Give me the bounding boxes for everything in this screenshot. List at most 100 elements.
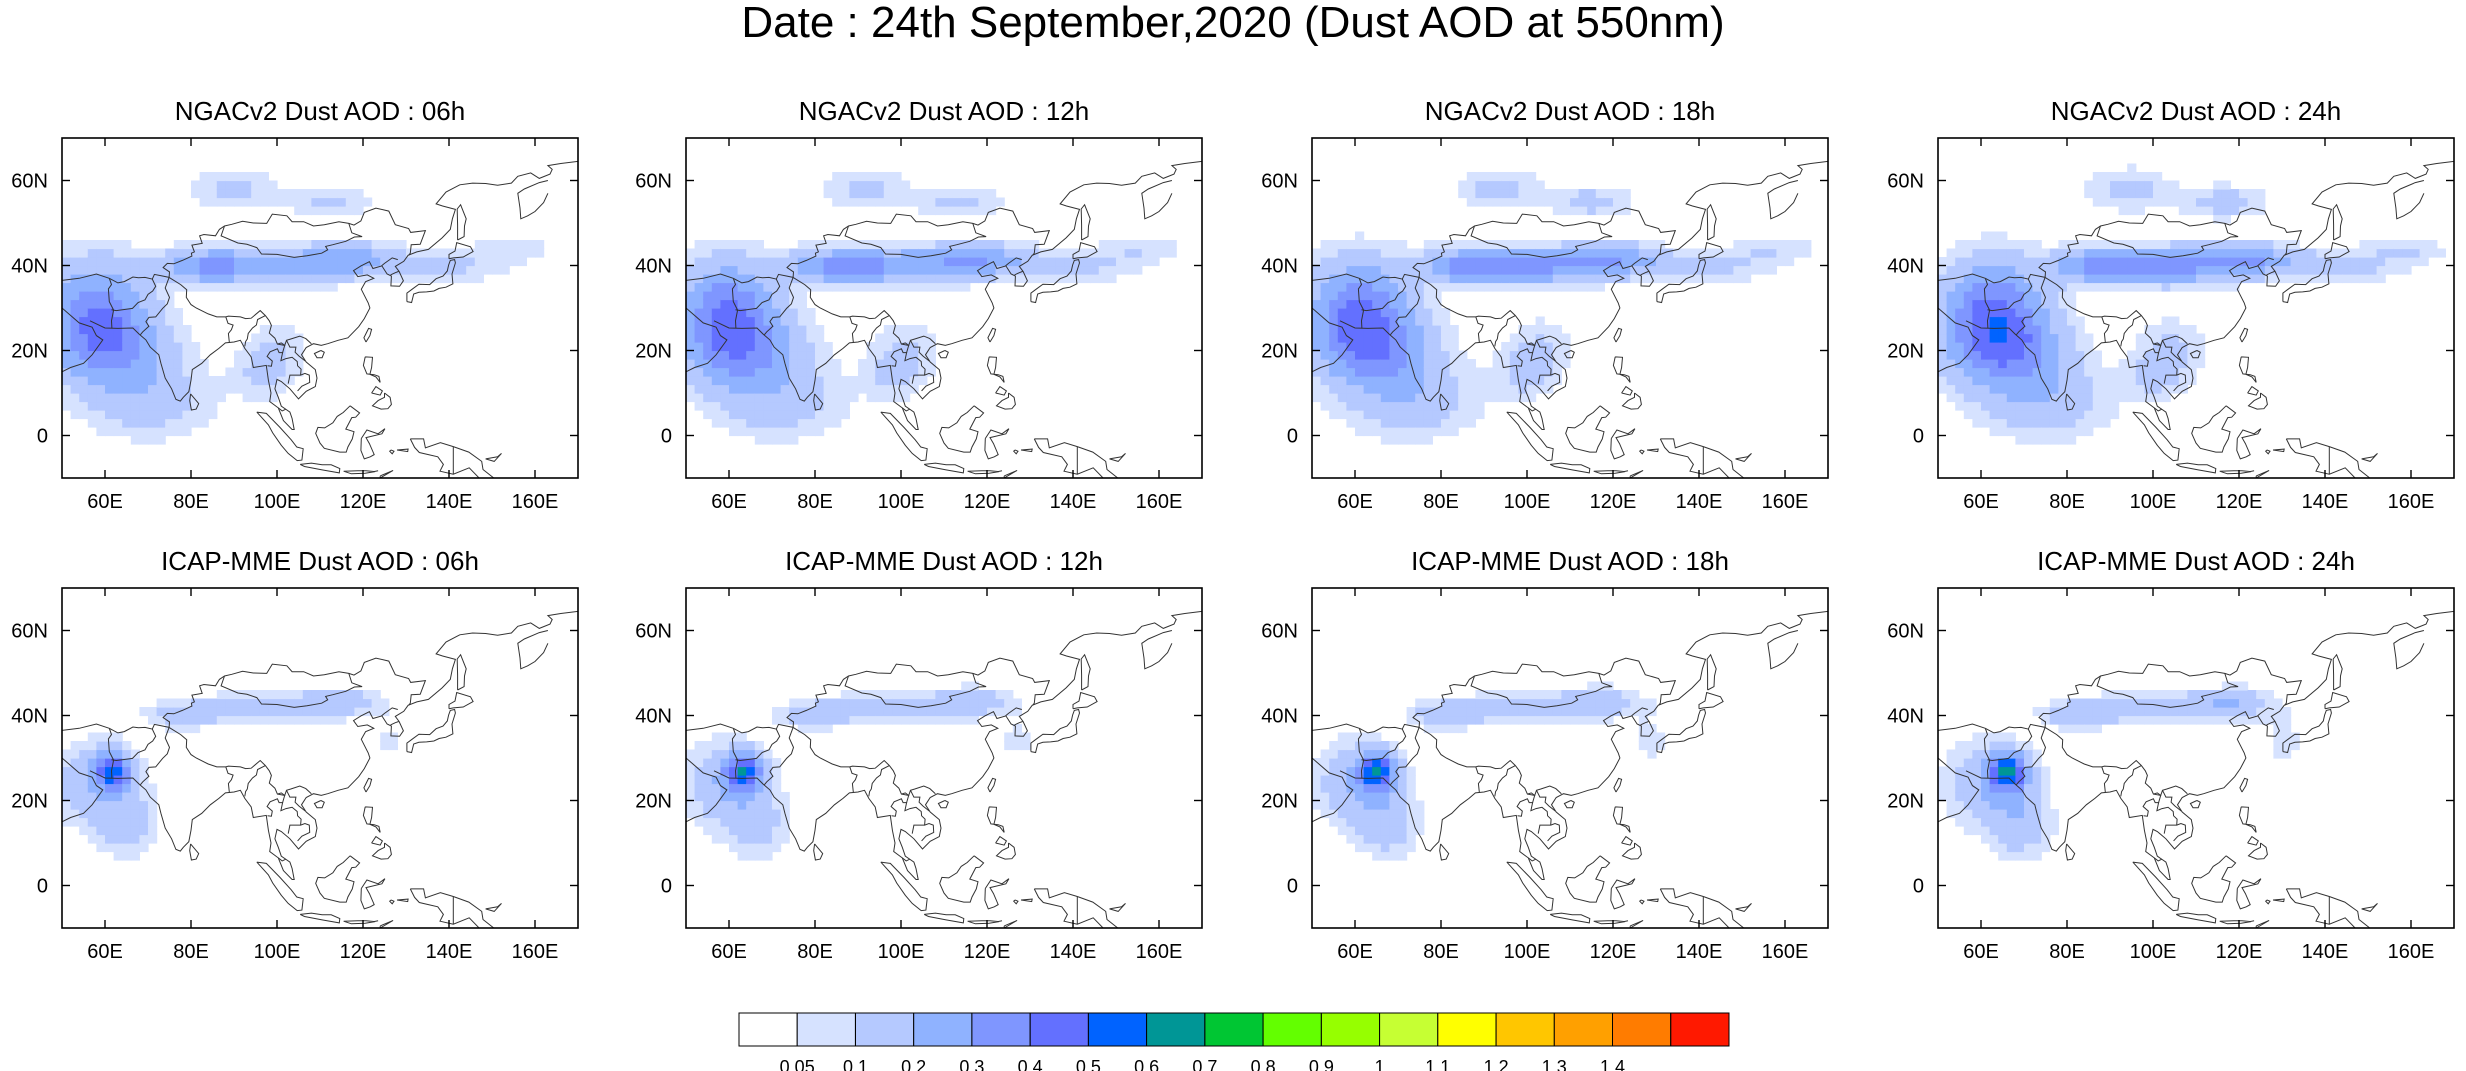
- aod-cell: [285, 367, 295, 377]
- aod-cell: [823, 180, 833, 190]
- aod-cell: [1389, 248, 1399, 258]
- aod-cell: [1492, 197, 1502, 207]
- aod-cell: [2411, 240, 2421, 250]
- aod-cell: [302, 690, 312, 700]
- aod-cell: [2024, 401, 2034, 411]
- aod-cell: [1124, 265, 1134, 275]
- aod-cell: [2127, 359, 2137, 369]
- aod-cell: [242, 384, 252, 394]
- aod-cell: [259, 342, 269, 352]
- aod-cell: [380, 707, 390, 717]
- aod-cell: [2015, 826, 2025, 836]
- aod-cell: [1449, 707, 1459, 717]
- coastline-path: [2264, 449, 2271, 455]
- aod-cell: [285, 350, 295, 360]
- aod-cell: [173, 384, 183, 394]
- aod-cell: [823, 715, 833, 725]
- aod-cell: [388, 265, 398, 275]
- aod-cell: [302, 189, 312, 199]
- coastline-path: [362, 356, 381, 383]
- aod-cell: [1552, 350, 1562, 360]
- coastline-path: [1985, 207, 2303, 284]
- aod-cell: [79, 800, 89, 810]
- aod-cell: [182, 418, 192, 428]
- aod-cell: [242, 367, 252, 377]
- aod-cell: [2170, 342, 2180, 352]
- aod-cell: [2015, 800, 2025, 810]
- aod-cell: [746, 359, 756, 369]
- aod-cell: [2024, 248, 2034, 258]
- aod-cell: [1621, 274, 1631, 284]
- aod-cell: [1595, 698, 1605, 708]
- aod-cell: [2084, 427, 2094, 437]
- aod-cell: [2127, 698, 2137, 708]
- aod-cell: [1466, 257, 1476, 267]
- aod-cell: [216, 274, 226, 284]
- aod-cell: [1681, 265, 1691, 275]
- aod-cell: [2118, 265, 2128, 275]
- aod-cell: [1587, 248, 1597, 258]
- aod-cell: [892, 282, 902, 292]
- aod-cell: [1389, 367, 1399, 377]
- aod-cell: [277, 359, 287, 369]
- aod-cell: [1509, 393, 1519, 403]
- aod-cell: [285, 282, 295, 292]
- aod-cell: [789, 265, 799, 275]
- aod-cell: [2041, 257, 2051, 267]
- aod-cell: [2006, 749, 2016, 759]
- aod-cell: [1998, 359, 2008, 369]
- aod-cell: [772, 707, 782, 717]
- aod-cell: [754, 775, 764, 785]
- aod-cell: [1998, 367, 2008, 377]
- aod-cell: [1346, 758, 1356, 768]
- aod-cell: [251, 367, 261, 377]
- aod-cell: [1320, 792, 1330, 802]
- aod-cell: [1312, 384, 1322, 394]
- aod-cell: [122, 843, 132, 853]
- aod-cell: [2024, 299, 2034, 309]
- aod-cell: [2135, 384, 2145, 394]
- aod-cell: [105, 766, 115, 776]
- aod-cell: [2015, 248, 2025, 258]
- aod-cell: [969, 257, 979, 267]
- aod-cell: [130, 817, 140, 827]
- aod-cell: [892, 359, 902, 369]
- aod-cell: [1981, 410, 1991, 420]
- aod-cell: [866, 393, 876, 403]
- aod-cell: [2015, 359, 2025, 369]
- aod-cell: [2411, 248, 2421, 258]
- aod-cell: [2170, 197, 2180, 207]
- aod-cell: [2015, 741, 2025, 751]
- aod-cell: [156, 367, 166, 377]
- aod-cell: [320, 265, 330, 275]
- aod-cell: [1544, 325, 1554, 335]
- aod-cell: [1320, 376, 1330, 386]
- aod-cell: [909, 342, 919, 352]
- aod-cell: [1398, 265, 1408, 275]
- aod-cell: [995, 248, 1005, 258]
- coastline-path: [2264, 899, 2271, 905]
- aod-cell: [242, 172, 252, 182]
- aod-cell: [1724, 274, 1734, 284]
- aod-cell: [1372, 741, 1382, 751]
- aod-cell: [1012, 240, 1022, 250]
- coastline-path: [1506, 411, 1554, 462]
- lat-tick-label: 60N: [11, 621, 48, 643]
- aod-cell: [2032, 427, 2042, 437]
- aod-cell: [1124, 248, 1134, 258]
- aod-cell: [2256, 698, 2266, 708]
- aod-cell: [1329, 376, 1339, 386]
- aod-cell: [2230, 690, 2240, 700]
- colorbar-label: 1: [1375, 1057, 1385, 1071]
- aod-cell: [2110, 401, 2120, 411]
- aod-cell: [2092, 707, 2102, 717]
- aod-cell: [2187, 698, 2197, 708]
- aod-cell: [2024, 851, 2034, 861]
- aod-cell: [901, 376, 911, 386]
- aod-cell: [2368, 257, 2378, 267]
- aod-cell: [1337, 367, 1347, 377]
- aod-cell: [2170, 316, 2180, 326]
- coastline-path: [901, 857, 911, 862]
- aod-cell: [62, 248, 72, 258]
- aod-cell: [1647, 707, 1657, 717]
